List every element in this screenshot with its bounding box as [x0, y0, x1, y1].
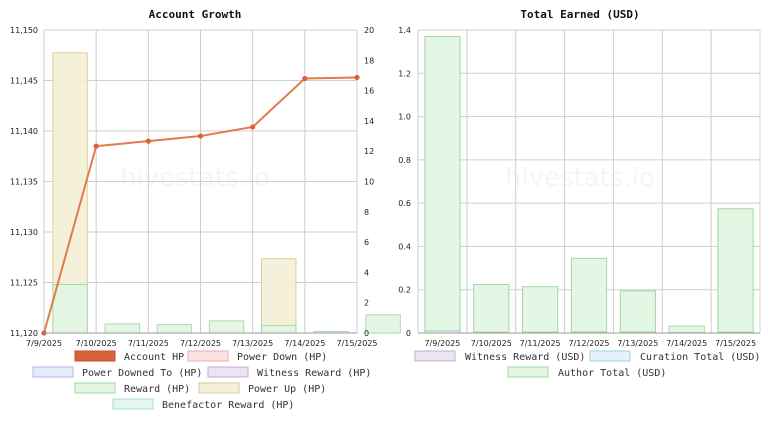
author-total-bar — [425, 36, 460, 330]
x-tick-label: 7/15/2025 — [715, 339, 756, 348]
x-tick-label: 7/13/2025 — [232, 339, 273, 348]
reward-bar — [157, 325, 191, 333]
author-total-bar — [474, 285, 509, 333]
account-hp-point — [250, 124, 255, 129]
account-growth-title: Account Growth — [149, 8, 242, 21]
legend-label[interactable]: Witness Reward (USD) — [465, 352, 585, 363]
y-tick-label: 0 — [406, 329, 411, 338]
x-tick-label: 7/10/2025 — [471, 339, 512, 348]
y-left-tick-label: 11,145 — [10, 77, 38, 86]
legend-label[interactable]: Power Downed To (HP) — [82, 368, 202, 379]
y-right-tick-label: 2 — [364, 299, 369, 308]
x-tick-label: 7/13/2025 — [617, 339, 658, 348]
reward-bar — [366, 315, 400, 333]
y-right-tick-label: 14 — [364, 117, 374, 126]
y-left-tick-label: 11,125 — [10, 279, 38, 288]
legend-swatch[interactable] — [208, 367, 248, 377]
legend-label[interactable]: Author Total (USD) — [558, 368, 666, 379]
account-hp-point — [94, 144, 99, 149]
legend-swatch[interactable] — [75, 383, 115, 393]
y-right-tick-label: 6 — [364, 238, 369, 247]
account-growth-legend[interactable]: Account HP Power Down (HP) Power Downed To… — [33, 351, 371, 411]
x-tick-label: 7/11/2025 — [128, 339, 169, 348]
legend-swatch[interactable] — [188, 351, 228, 361]
legend-swatch[interactable] — [415, 351, 455, 361]
reward-bar — [53, 285, 87, 333]
legend-swatch[interactable] — [113, 399, 153, 409]
legend-label[interactable]: Curation Total (USD) — [640, 352, 760, 363]
x-tick-label: 7/11/2025 — [520, 339, 561, 348]
x-tick-label: 7/12/2025 — [180, 339, 221, 348]
watermark-left: hivestats.io — [120, 163, 270, 193]
account-hp-point — [302, 76, 307, 81]
x-tick-label: 7/9/2025 — [424, 339, 460, 348]
total-earned-legend[interactable]: Witness Reward (USD) Curation Total (USD)… — [415, 351, 760, 379]
y-right-tick-label: 8 — [364, 208, 369, 217]
y-left-tick-label: 11,135 — [10, 178, 38, 187]
y-tick-label: 0.8 — [398, 156, 411, 165]
legend-label[interactable]: Benefactor Reward (HP) — [162, 400, 294, 411]
legend-label[interactable]: Account HP — [124, 352, 184, 363]
author-total-bar — [523, 287, 558, 332]
reward-bar — [105, 324, 139, 333]
total-earned-title: Total Earned (USD) — [520, 8, 639, 21]
x-tick-label: 7/15/2025 — [336, 339, 377, 348]
legend-label[interactable]: Witness Reward (HP) — [257, 368, 371, 379]
watermark-right: hivestats.io — [505, 163, 655, 193]
account-growth-grid — [44, 30, 357, 333]
legend-swatch[interactable] — [33, 367, 73, 377]
y-left-tick-label: 11,150 — [10, 26, 38, 35]
reward-bar — [209, 321, 243, 333]
y-left-tick-label: 11,120 — [10, 329, 38, 338]
power-up-bar — [262, 259, 296, 333]
y-right-tick-label: 10 — [364, 178, 374, 187]
y-tick-label: 0.2 — [398, 286, 411, 295]
y-left-tick-label: 11,140 — [10, 127, 38, 136]
y-tick-label: 1.0 — [398, 113, 411, 122]
legend-label[interactable]: Power Up (HP) — [248, 384, 326, 395]
legend-label[interactable]: Power Down (HP) — [237, 352, 327, 363]
y-right-tick-label: 12 — [364, 147, 374, 156]
x-tick-label: 7/10/2025 — [76, 339, 117, 348]
author-total-bar — [718, 209, 753, 332]
y-left-tick-label: 11,130 — [10, 228, 38, 237]
legend-swatch[interactable] — [199, 383, 239, 393]
legend-swatch[interactable] — [508, 367, 548, 377]
y-right-tick-label: 0 — [364, 329, 369, 338]
account-hp-point — [354, 75, 359, 80]
author-total-bar — [571, 258, 606, 332]
y-right-tick-label: 16 — [364, 87, 374, 96]
y-right-tick-label: 18 — [364, 56, 374, 65]
x-tick-label: 7/14/2025 — [284, 339, 325, 348]
x-tick-label: 7/9/2025 — [26, 339, 62, 348]
reward-bar — [262, 325, 296, 333]
total-earned-chart: Total Earned (USD) hivestats.io 0 0.2 0.4 0… — [398, 8, 760, 379]
x-tick-label: 7/14/2025 — [666, 339, 707, 348]
x-tick-label: 7/12/2025 — [568, 339, 609, 348]
author-total-bar — [669, 326, 704, 332]
legend-label[interactable]: Reward (HP) — [124, 384, 190, 395]
y-tick-label: 0.6 — [398, 199, 411, 208]
account-growth-chart: Account Growth hivestats.io 11,120 11,125… — [10, 8, 400, 411]
account-hp-point — [198, 133, 203, 138]
legend-swatch[interactable] — [75, 351, 115, 361]
y-right-tick-label: 20 — [364, 26, 374, 35]
y-tick-label: 0.4 — [398, 242, 411, 251]
y-right-tick-label: 4 — [364, 268, 369, 277]
legend-swatch[interactable] — [590, 351, 630, 361]
y-tick-label: 1.4 — [398, 26, 411, 35]
y-tick-label: 1.2 — [398, 69, 411, 78]
account-hp-point — [146, 139, 151, 144]
author-total-bar — [620, 291, 655, 332]
